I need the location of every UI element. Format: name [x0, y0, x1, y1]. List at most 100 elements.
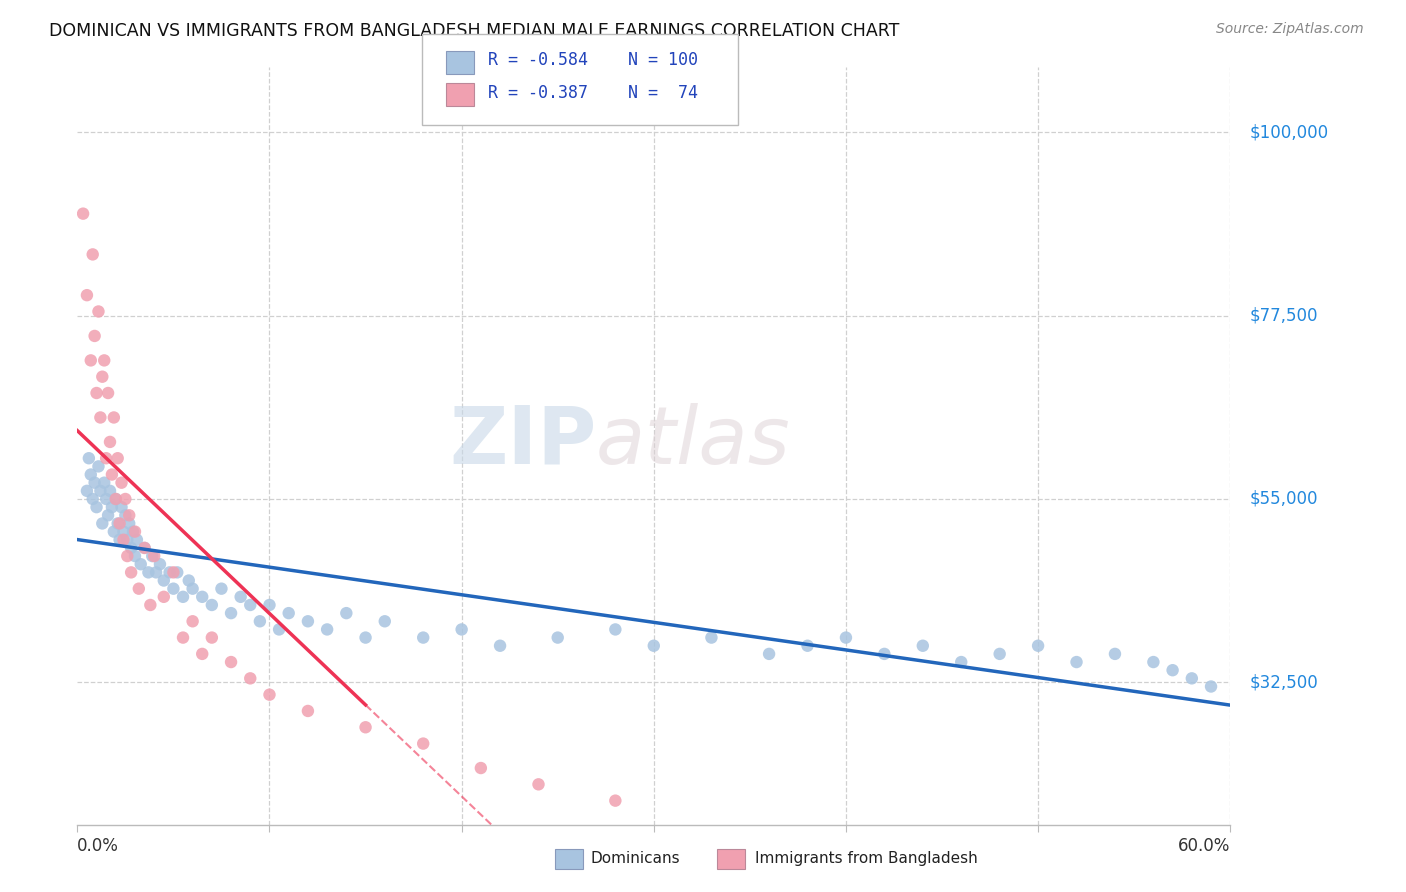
Point: [108, 533, 131, 547]
Point: [114, 491, 136, 506]
Point: [277, 606, 299, 620]
Point: [297, 704, 319, 718]
Point: [76, 288, 98, 302]
Point: [103, 524, 125, 539]
Point: [98, 483, 121, 498]
Point: [80, 353, 103, 368]
Point: [72, 207, 94, 221]
Point: [950, 655, 973, 669]
Point: [87, 459, 110, 474]
Point: [77, 451, 100, 466]
Point: [112, 533, 135, 547]
Point: [267, 623, 291, 637]
Point: [527, 777, 550, 791]
Point: [143, 549, 166, 563]
Point: [122, 524, 145, 539]
Text: 60.0%: 60.0%: [1178, 838, 1230, 855]
Point: [128, 582, 150, 596]
Point: [134, 541, 156, 555]
Point: [159, 566, 181, 580]
Text: Immigrants from Bangladesh: Immigrants from Bangladesh: [755, 852, 977, 866]
Point: [98, 434, 121, 449]
Text: $77,500: $77,500: [1250, 307, 1317, 325]
Point: [911, 639, 934, 653]
Point: [166, 566, 188, 580]
Text: $100,000: $100,000: [1250, 123, 1329, 141]
Point: [83, 329, 105, 343]
Point: [191, 590, 214, 604]
Point: [172, 631, 194, 645]
Point: [110, 475, 132, 490]
Point: [201, 598, 224, 612]
Point: [87, 304, 110, 318]
Point: [374, 615, 396, 629]
Point: [124, 524, 146, 539]
Point: [91, 516, 114, 531]
Point: [97, 508, 120, 523]
Point: [114, 508, 136, 523]
Point: [239, 671, 262, 685]
Point: [297, 615, 319, 629]
Point: [1104, 647, 1126, 661]
Point: [211, 582, 233, 596]
Text: $32,500: $32,500: [1250, 673, 1319, 691]
Point: [1199, 680, 1222, 694]
Text: R = -0.387    N =  74: R = -0.387 N = 74: [488, 84, 697, 102]
Point: [93, 353, 115, 368]
Point: [172, 590, 194, 604]
Point: [605, 794, 627, 808]
Point: [988, 647, 1011, 661]
Point: [249, 615, 271, 629]
Point: [796, 639, 818, 653]
Point: [758, 647, 780, 661]
Point: [605, 623, 627, 637]
Point: [86, 500, 108, 515]
Point: [354, 631, 377, 645]
Text: Dominicans: Dominicans: [591, 852, 681, 866]
Point: [643, 639, 665, 653]
Point: [162, 566, 184, 580]
Text: ZIP: ZIP: [449, 403, 596, 481]
Point: [219, 655, 242, 669]
Point: [239, 598, 262, 612]
Point: [76, 483, 98, 498]
Point: [177, 574, 200, 588]
Point: [120, 541, 142, 555]
Point: [104, 491, 127, 506]
Point: [139, 598, 162, 612]
Point: [110, 500, 132, 515]
Point: [152, 574, 174, 588]
Point: [149, 558, 172, 572]
Point: [89, 483, 111, 498]
Point: [412, 737, 434, 751]
Point: [1142, 655, 1164, 669]
Point: [470, 761, 492, 775]
Point: [129, 558, 152, 572]
Point: [229, 590, 252, 604]
Point: [316, 623, 339, 637]
Point: [152, 590, 174, 604]
Point: [82, 247, 104, 261]
Point: [201, 631, 224, 645]
Point: [141, 549, 163, 563]
Point: [104, 491, 127, 506]
Point: [83, 475, 105, 490]
Point: [108, 516, 131, 531]
Point: [96, 491, 117, 506]
Text: 0.0%: 0.0%: [77, 838, 120, 855]
Point: [138, 566, 160, 580]
Point: [107, 451, 129, 466]
Point: [700, 631, 723, 645]
Point: [118, 508, 141, 523]
Point: [1161, 663, 1184, 677]
Point: [162, 582, 184, 596]
Point: [1026, 639, 1049, 653]
Point: [835, 631, 858, 645]
Point: [117, 533, 139, 547]
Point: [101, 500, 124, 515]
Point: [125, 533, 148, 547]
Point: [354, 720, 377, 734]
Text: atlas: atlas: [596, 403, 792, 481]
Point: [1181, 671, 1204, 685]
Point: [450, 623, 472, 637]
